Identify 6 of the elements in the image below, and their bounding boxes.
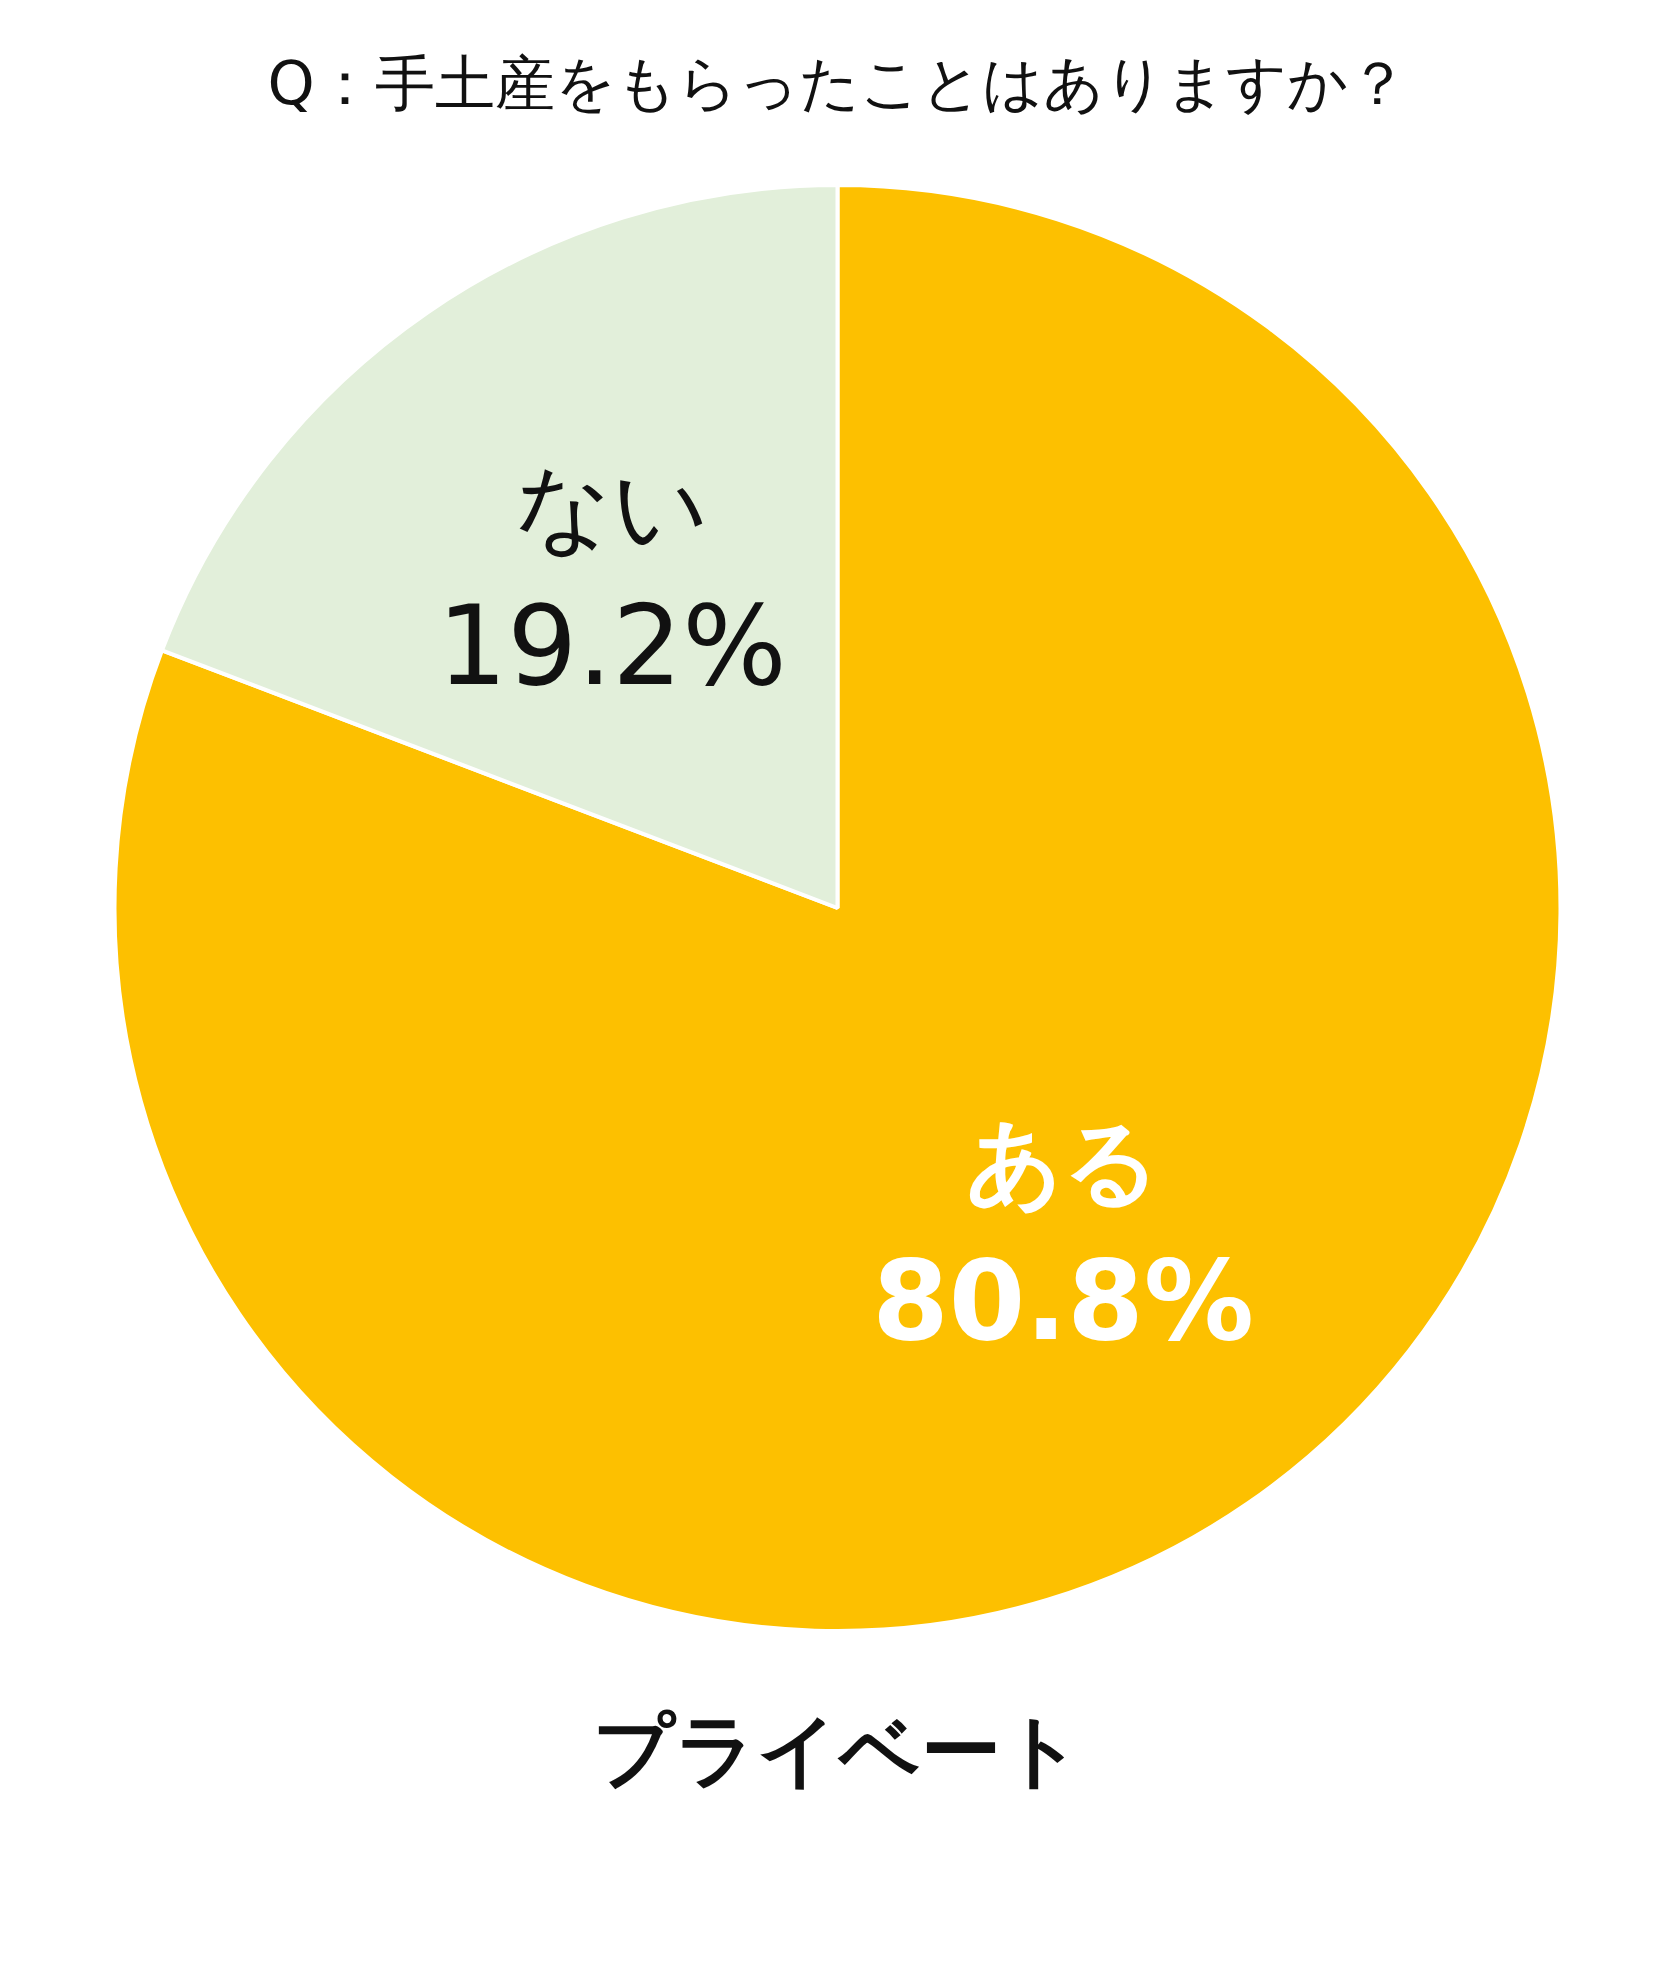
chart-title: Q：手土産をもらったことはありますか？: [266, 47, 1409, 120]
slice-label: ない: [514, 452, 709, 563]
data-label: 80.8%: [872, 1237, 1254, 1366]
text: プライベート: [591, 1703, 1084, 1799]
data-label: 19.2%: [437, 582, 787, 711]
slice-label: ある: [966, 1107, 1161, 1218]
